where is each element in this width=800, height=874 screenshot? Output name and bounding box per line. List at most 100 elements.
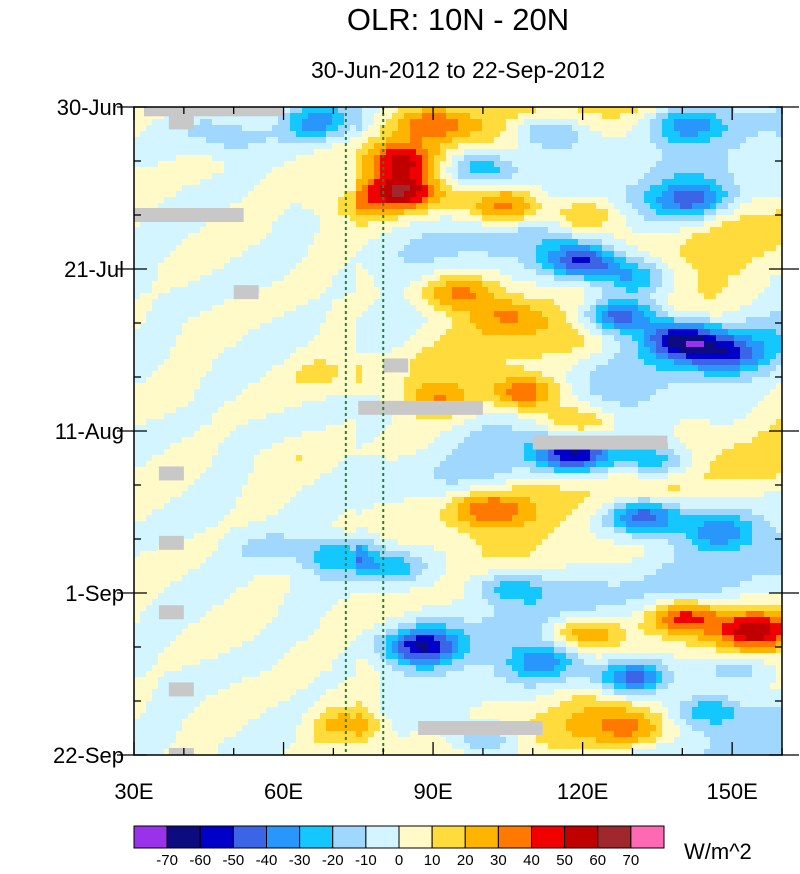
field-cell <box>200 299 207 306</box>
field-cell <box>740 185 747 192</box>
field-cell <box>638 113 645 120</box>
field-cell <box>626 131 633 138</box>
field-cell <box>680 155 687 162</box>
field-cell <box>416 335 423 342</box>
field-cell <box>200 191 207 198</box>
field-cell <box>722 377 729 384</box>
field-cell <box>728 353 735 360</box>
field-cell <box>434 257 441 264</box>
field-cell <box>308 167 315 174</box>
field-cell <box>686 341 693 348</box>
field-cell <box>284 119 291 126</box>
field-cell <box>350 341 357 348</box>
field-cell <box>698 371 705 378</box>
field-cell <box>572 203 579 210</box>
field-cell <box>626 311 633 318</box>
field-cell <box>728 161 735 168</box>
field-cell <box>140 287 147 294</box>
field-cell <box>284 317 291 324</box>
field-cell <box>698 305 705 312</box>
field-cell <box>416 155 423 162</box>
field-cell <box>284 185 291 192</box>
field-cell <box>716 233 723 240</box>
field-cell <box>770 113 777 120</box>
field-cell <box>776 377 782 384</box>
field-cell <box>710 251 717 258</box>
field-cell <box>404 323 411 330</box>
field-cell <box>194 377 201 384</box>
field-cell <box>206 143 213 150</box>
field-cell <box>764 125 771 132</box>
field-cell <box>458 275 465 282</box>
field-cell <box>230 269 237 276</box>
field-cell <box>332 215 339 222</box>
field-cell <box>236 125 243 132</box>
field-cell <box>338 323 345 330</box>
field-cell <box>482 275 489 282</box>
field-cell <box>194 257 201 264</box>
field-cell <box>482 215 489 222</box>
field-cell <box>284 125 291 132</box>
field-cell <box>524 257 531 264</box>
field-cell <box>350 275 357 282</box>
field-cell <box>524 287 531 294</box>
field-cell <box>134 227 141 234</box>
field-cell <box>164 239 171 246</box>
field-cell <box>770 221 777 228</box>
field-cell <box>194 239 201 246</box>
field-cell <box>326 377 333 384</box>
field-cell <box>644 215 651 222</box>
field-cell <box>494 107 501 114</box>
field-cell <box>722 251 729 258</box>
field-cell <box>608 263 615 270</box>
field-cell <box>284 341 291 348</box>
field-cell <box>392 149 399 156</box>
field-cell <box>416 239 423 246</box>
field-cell <box>596 329 603 336</box>
field-cell <box>620 245 627 252</box>
field-cell <box>392 185 399 192</box>
field-cell <box>362 263 369 270</box>
field-cell <box>170 287 177 294</box>
field-cell <box>374 269 381 276</box>
field-cell <box>668 347 675 354</box>
field-cell <box>380 257 387 264</box>
field-cell <box>152 263 159 270</box>
field-cell <box>272 233 279 240</box>
field-cell <box>656 287 663 294</box>
field-cell <box>410 233 417 240</box>
field-cell <box>536 329 543 336</box>
field-cell <box>674 191 681 198</box>
field-cell <box>596 341 603 348</box>
field-cell <box>572 311 579 318</box>
field-cell <box>350 131 357 138</box>
field-cell <box>278 143 285 150</box>
field-cell <box>638 143 645 150</box>
field-cell <box>626 287 633 294</box>
field-cell <box>398 209 405 216</box>
field-cell <box>320 245 327 252</box>
field-cell <box>416 197 423 204</box>
field-cell <box>662 269 669 276</box>
field-cell <box>308 287 315 294</box>
field-cell <box>224 161 231 168</box>
field-cell <box>236 149 243 156</box>
field-cell <box>734 251 741 258</box>
field-cell <box>362 245 369 252</box>
field-cell <box>494 281 501 288</box>
field-cell <box>722 287 729 294</box>
field-cell <box>680 317 687 324</box>
field-cell <box>536 377 543 384</box>
field-cell <box>338 215 345 222</box>
field-cell <box>746 125 753 132</box>
field-cell <box>662 209 669 216</box>
field-cell <box>746 233 753 240</box>
field-cell <box>536 227 543 234</box>
field-cell <box>464 299 471 306</box>
field-cell <box>296 221 303 228</box>
field-cell <box>668 335 675 342</box>
field-cell <box>152 371 159 378</box>
field-cell <box>686 155 693 162</box>
field-cell <box>410 275 417 282</box>
field-cell <box>566 149 573 156</box>
